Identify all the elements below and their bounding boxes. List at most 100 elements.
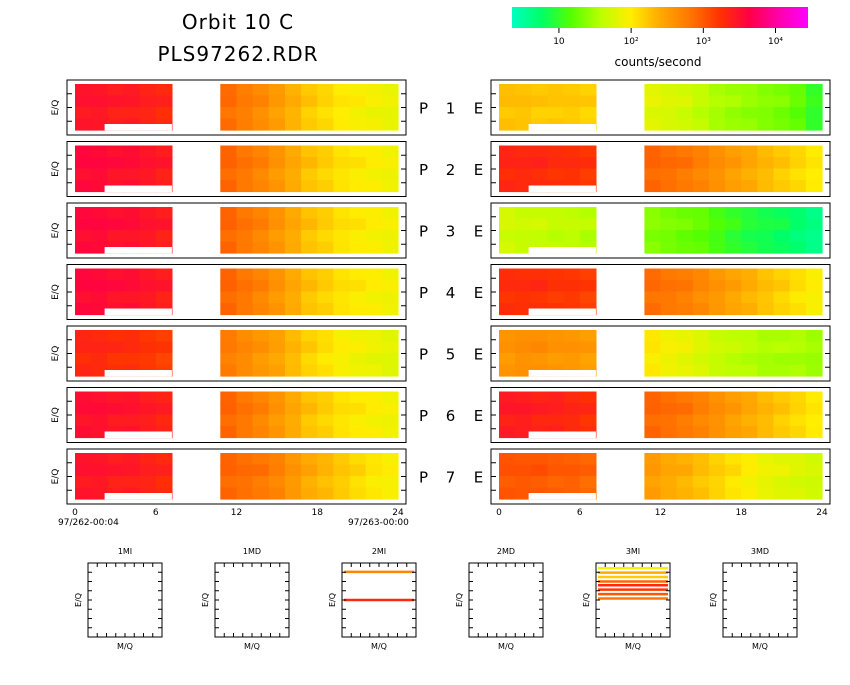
e-panel-cell-7: [676, 464, 694, 477]
e-panel-cell-5: [563, 353, 581, 366]
e-panel-cell-2: [515, 168, 532, 181]
e-panel-cell-3: [579, 207, 597, 220]
p-panel-cell-6: [236, 403, 254, 416]
e-panel-cell-5: [531, 353, 549, 366]
e-panel-cell-5: [805, 341, 823, 354]
e-panel-cell-7: [563, 453, 581, 466]
p-panel-cell-3: [349, 241, 367, 254]
p-panel-cell-4: [301, 303, 318, 316]
p-panel-cell-1: [236, 107, 254, 120]
p-panel-cell-3: [317, 207, 334, 220]
mass-panel-2md: 2MD M/Q E/Q: [455, 547, 544, 651]
p-panel-cell-4: [268, 291, 286, 304]
e-panel-cell-2: [757, 180, 775, 193]
p-panel-cell-1: [317, 118, 334, 131]
e-panel-cell-2: [644, 157, 662, 170]
p-panel-cell-7: [155, 453, 173, 466]
e-panel-cell-1: [805, 107, 823, 120]
mass-panel-frame: [595, 562, 671, 638]
p-panel-cell-2: [155, 168, 173, 181]
e-panel-cell-2: [676, 157, 694, 170]
e-panel-cell-4: [709, 303, 726, 316]
p-panel-cell-7: [220, 487, 237, 500]
e-panel-cell-5: [741, 341, 758, 354]
p-panel-cell-4: [301, 268, 318, 281]
e-panel-cell-7: [644, 476, 662, 489]
e-panel-cell-3: [499, 218, 516, 231]
e-panel-cell-3: [709, 241, 726, 254]
p-panel-cell-7: [123, 476, 141, 489]
mass-panel-title: 2MI: [372, 547, 386, 556]
p-panel-cell-5: [365, 353, 383, 366]
mass-panel-3md: 3MD M/Q E/Q: [709, 547, 798, 651]
p-panel-cell-1: [107, 84, 124, 97]
e-panel-cell-4: [547, 268, 565, 281]
p-panel-cell-2: [107, 145, 124, 158]
e-panel-cell-3: [725, 218, 742, 231]
p-panel-cell-6: [349, 426, 367, 439]
p-panel-cell-3: [268, 207, 286, 220]
e-panel-cell-2: [789, 168, 807, 181]
e-panel-cell-6: [773, 426, 791, 439]
p-panel-cell-2: [333, 180, 351, 193]
e-panel-cell-5: [515, 330, 532, 343]
p-panel-cell-7: [252, 487, 270, 500]
p-panel-cell-7: [155, 464, 173, 477]
e-panel-cell-1: [773, 107, 791, 120]
spectrogram-row-4: E/Q P 4 E: [51, 264, 831, 320]
p-panel-cell-3: [268, 230, 286, 243]
p-panel-cell-1: [220, 95, 237, 108]
p-panel-cell-1: [220, 107, 237, 120]
p-panel-cell-6: [301, 391, 318, 404]
e-panel-cell-3: [725, 207, 742, 220]
e-panel-cell-1: [579, 95, 597, 108]
e-panel-cell-3: [660, 218, 678, 231]
e-panel-cell-1: [547, 107, 565, 120]
p-panel-cell-6: [333, 414, 351, 427]
e-panel-cell-5: [547, 330, 565, 343]
e-panel-cell-1: [515, 95, 532, 108]
e-panel-cell-7: [515, 464, 532, 477]
p-panel-cell-1: [333, 107, 351, 120]
p-panel-cell-2: [333, 145, 351, 158]
p-panel-cell-4: [285, 303, 302, 316]
e-panel-cell-7: [499, 453, 516, 466]
e-panel-cell-3: [499, 207, 516, 220]
e-panel-cell-6: [676, 414, 694, 427]
e-panel-cell-2: [725, 145, 742, 158]
e-panel-cell-3: [709, 207, 726, 220]
e-panel-cell-1: [773, 118, 791, 131]
e-panel-cell-7: [789, 453, 807, 466]
e-panel-cell-7: [644, 464, 662, 477]
p-panel-cell-6: [75, 426, 92, 439]
mass-panel-title: 2MD: [497, 547, 515, 556]
e-panel-cell-3: [660, 230, 678, 243]
e-panel-cell-4: [563, 280, 581, 293]
p-panel-cell-3: [381, 241, 399, 254]
mass-xlabel: M/Q: [244, 642, 260, 651]
p-panel-notch-6: [104, 431, 172, 438]
p-panel-cell-4: [236, 303, 254, 316]
p-panel-cell-6: [333, 391, 351, 404]
e-panel-cell-2: [757, 157, 775, 170]
p-panel-cell-4: [301, 291, 318, 304]
p-panel-cell-3: [268, 218, 286, 231]
e-panel-cell-4: [499, 280, 516, 293]
p-panel-cell-2: [317, 157, 334, 170]
e-panel-cell-1: [660, 107, 678, 120]
e-panel-cell-1: [757, 84, 775, 97]
e-panel-cell-7: [692, 476, 710, 489]
e-panel-cell-6: [579, 414, 597, 427]
p-panel-cell-3: [301, 241, 318, 254]
e-panel-cell-6: [563, 414, 581, 427]
e-panel-cell-7: [499, 464, 516, 477]
e-panel-cell-6: [579, 403, 597, 416]
e-panel-cell-7: [773, 476, 791, 489]
e-panel-cell-2: [741, 157, 758, 170]
p-panel-cell-2: [155, 145, 173, 158]
e-panel-notch-6: [528, 431, 596, 438]
p-panel-cell-1: [107, 107, 124, 120]
mass-ylabel: E/Q: [709, 593, 718, 607]
e-panel-cell-5: [805, 330, 823, 343]
e-panel-cell-3: [709, 218, 726, 231]
